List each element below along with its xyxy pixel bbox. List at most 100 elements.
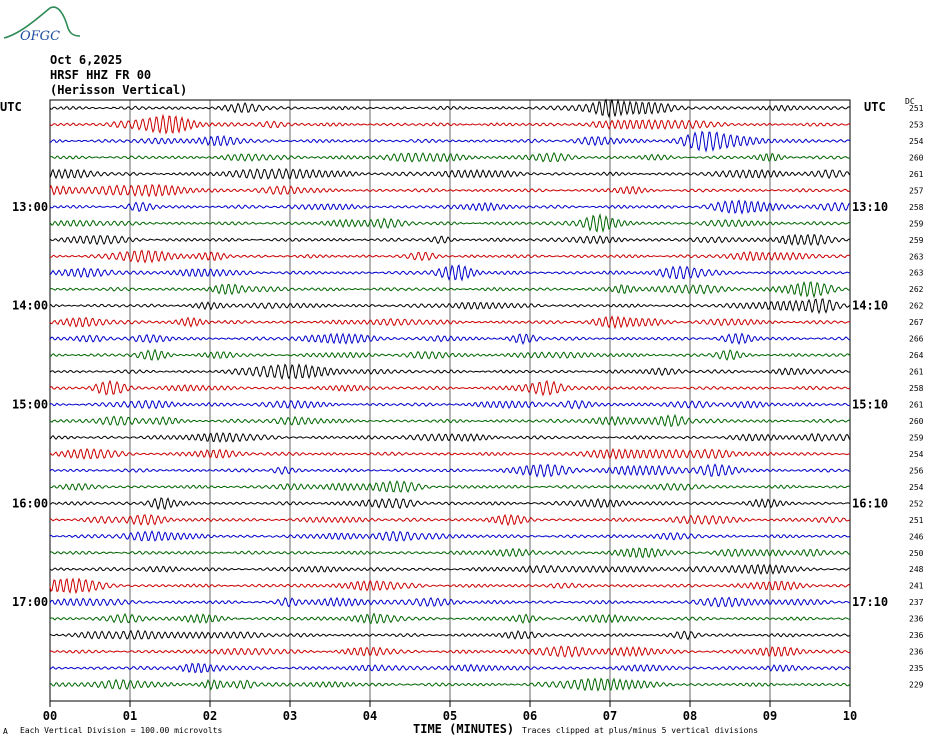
- dc-offset-label: 258: [909, 203, 924, 212]
- right-time-label: 16:10: [852, 496, 888, 510]
- x-tick-label: 03: [283, 709, 297, 723]
- header-date: Oct 6,2025: [50, 53, 123, 67]
- right-axis-label: UTC: [864, 100, 886, 114]
- header-station: HRSF HHZ FR 00: [50, 68, 152, 82]
- dc-offset-label: 260: [909, 153, 924, 162]
- dc-offset-label: 241: [909, 582, 924, 591]
- trace-0: [49, 98, 851, 119]
- dc-offset-label: 257: [909, 186, 924, 195]
- dc-offset-label: 229: [909, 681, 924, 690]
- trace-10: [49, 264, 851, 282]
- trace-6: [49, 199, 851, 215]
- trace-3: [49, 152, 851, 163]
- x-tick-label: 04: [363, 709, 377, 723]
- dc-offset-label: 236: [909, 648, 924, 657]
- logo-text: OFGC: [20, 29, 60, 44]
- x-tick-labels: 00 01 02 03 04 05 06 07 08 09 10: [43, 701, 857, 723]
- trace-31: [49, 612, 851, 625]
- x-tick-label: 07: [603, 709, 617, 723]
- trace-25: [49, 513, 851, 527]
- dc-offset-label: 236: [909, 615, 924, 624]
- dc-offset-label: 259: [909, 236, 924, 245]
- left-axis-label: UTC: [0, 100, 22, 114]
- trace-16: [49, 363, 851, 380]
- dc-offset-label: 262: [909, 302, 924, 311]
- x-tick-label: 09: [763, 709, 777, 723]
- trace-26: [49, 530, 851, 542]
- trace-13: [49, 315, 851, 330]
- dc-offset-label: 266: [909, 335, 924, 344]
- right-time-label: 17:10: [852, 595, 888, 609]
- right-time-label: 13:10: [852, 200, 888, 214]
- trace-group: [49, 98, 851, 692]
- ofgc-logo: OFGC: [3, 6, 81, 44]
- left-time-label: 14:00: [12, 299, 48, 313]
- scale-note: Each Vertical Division = 100.00 microvol…: [20, 726, 223, 735]
- x-tick-label: 00: [43, 709, 57, 723]
- right-time-label: 15:10: [852, 398, 888, 412]
- dc-offset-label: 267: [909, 318, 924, 327]
- header-location: (Herisson Vertical): [50, 83, 188, 97]
- dc-offset-label: 237: [909, 598, 924, 607]
- trace-5: [49, 183, 851, 198]
- trace-30: [49, 596, 851, 608]
- trace-20: [49, 432, 851, 443]
- dc-offset-label: 254: [909, 450, 924, 459]
- x-axis-title: TIME (MINUTES): [413, 722, 515, 736]
- dc-offset-label: 263: [909, 252, 924, 261]
- dc-offset-label: 259: [909, 219, 924, 228]
- x-tick-label: 01: [123, 709, 137, 723]
- trace-17: [49, 379, 851, 397]
- x-tick-label: 06: [523, 709, 537, 723]
- x-tick-label: 10: [843, 709, 857, 723]
- left-time-label: 17:00: [12, 595, 48, 609]
- left-time-label: 15:00: [12, 398, 48, 412]
- dc-offset-label: 246: [909, 532, 924, 541]
- trace-11: [49, 280, 851, 299]
- dc-offset-label: 253: [909, 120, 924, 129]
- corner-mark: A: [3, 727, 8, 736]
- dc-offset-label: 251: [909, 104, 924, 113]
- x-tick-label: 08: [683, 709, 697, 723]
- trace-9: [49, 249, 851, 264]
- x-tick-label: 02: [203, 709, 217, 723]
- dc-offset-label: 251: [909, 516, 924, 525]
- trace-15: [49, 348, 851, 361]
- clip-note: Traces clipped at plus/minus 5 vertical …: [522, 726, 759, 735]
- right-time-label: 14:10: [852, 299, 888, 313]
- trace-4: [49, 167, 851, 180]
- right-time-labels: 13:10 14:10 15:10 16:10 17:10: [852, 200, 888, 609]
- dc-offset-label: 254: [909, 137, 924, 146]
- dc-offset-label: 261: [909, 401, 924, 410]
- trace-35: [49, 677, 851, 692]
- dc-offset-label: 259: [909, 433, 924, 442]
- trace-33: [49, 645, 851, 658]
- left-time-label: 16:00: [12, 496, 48, 510]
- dc-offset-label: 263: [909, 269, 924, 278]
- trace-24: [49, 497, 851, 511]
- dc-offset-label: 261: [909, 170, 924, 179]
- dc-offset-label: 264: [909, 351, 924, 360]
- trace-8: [49, 233, 851, 246]
- dc-offset-label: 236: [909, 631, 924, 640]
- dc-offset-label: 256: [909, 466, 924, 475]
- dc-offset-label: 250: [909, 549, 924, 558]
- dc-offset-label: 258: [909, 384, 924, 393]
- trace-14: [49, 332, 851, 346]
- dc-offset-label: 254: [909, 483, 924, 492]
- trace-18: [49, 399, 851, 410]
- trace-32: [49, 629, 851, 641]
- trace-34: [49, 662, 851, 674]
- dc-offset-label: 235: [909, 664, 924, 673]
- trace-23: [49, 480, 851, 494]
- dc-offset-label: 248: [909, 565, 924, 574]
- trace-1: [49, 113, 851, 135]
- trace-2: [49, 130, 851, 153]
- dc-offset-label: 252: [909, 499, 924, 508]
- trace-22: [49, 463, 851, 478]
- trace-29: [49, 577, 851, 595]
- dc-offset-labels: 251 253 254 260 261 257 258 259 259 263 263 262 262 2…: [909, 104, 924, 690]
- trace-28: [49, 563, 851, 575]
- trace-12: [49, 298, 851, 315]
